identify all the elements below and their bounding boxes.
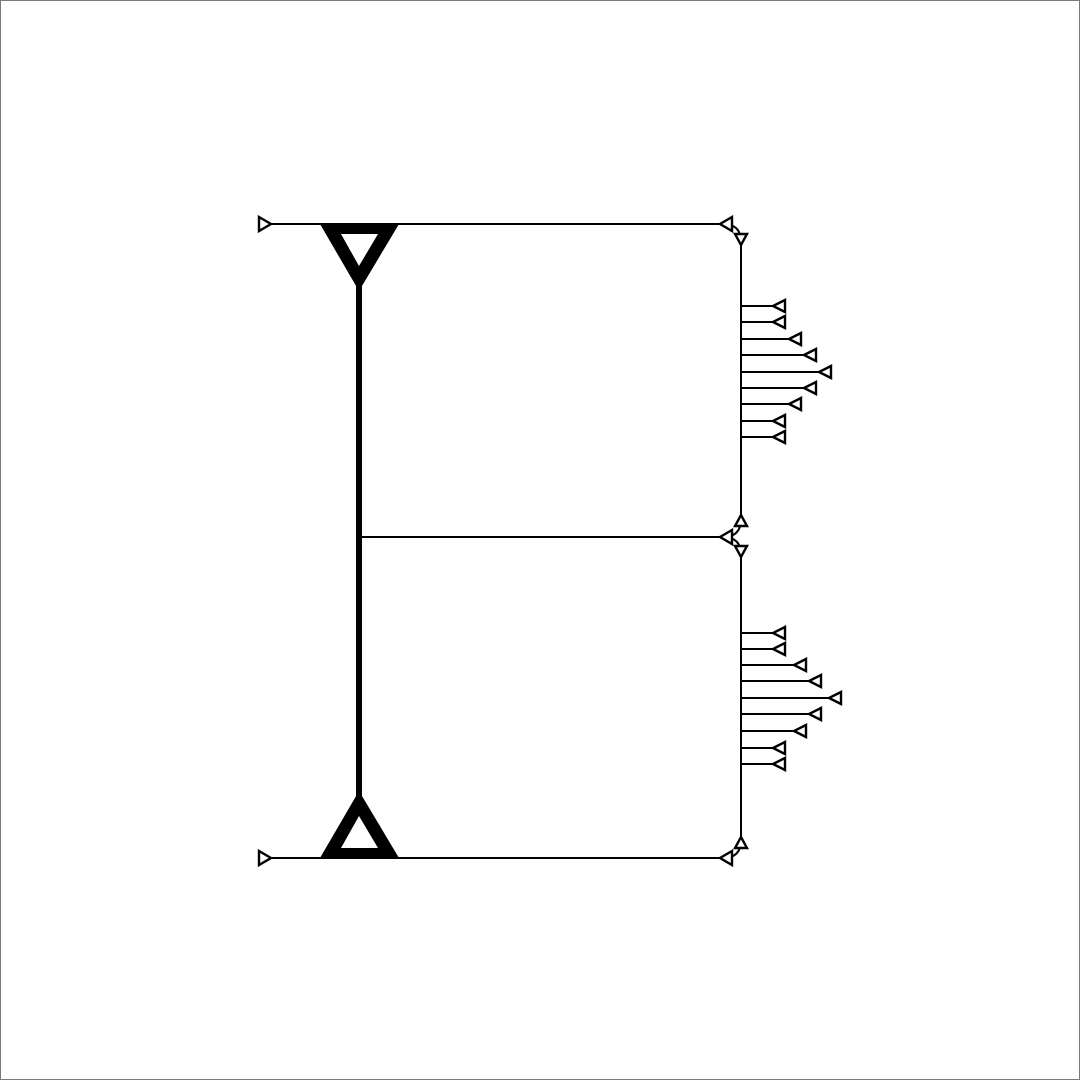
lower-rail-top-marker [732, 544, 750, 560]
stub-marker [791, 657, 808, 673]
bottom-source-triangle [320, 791, 399, 858]
stub-marker [770, 413, 787, 429]
stub-marker [816, 364, 833, 380]
bottom-left-input-marker [257, 848, 274, 868]
top-left-input-marker [257, 214, 274, 234]
stub-marker [791, 723, 808, 739]
stub-marker [801, 347, 818, 363]
upper-branch-stubs [741, 298, 833, 445]
stub-marker [770, 429, 787, 445]
lower-rail-bottom-marker [732, 834, 750, 850]
stub-marker [770, 298, 787, 314]
stub-marker [770, 641, 787, 657]
bottom-right-end-marker [717, 848, 734, 868]
stub-marker [801, 380, 818, 396]
lower-branch-stubs [741, 625, 843, 772]
stub-marker [806, 673, 823, 689]
stub-marker [770, 625, 787, 641]
stub-marker [786, 396, 803, 412]
stub-marker [786, 331, 803, 347]
stub-marker [770, 314, 787, 330]
top-right-end-marker [717, 214, 734, 234]
stub-marker [770, 740, 787, 756]
middle-horizontal-line [359, 518, 742, 556]
stub-marker [770, 756, 787, 772]
top-source-triangle [320, 224, 399, 291]
upper-rail-top-marker [732, 232, 750, 248]
upper-rail-bottom-marker [732, 512, 750, 528]
middle-right-end-marker [717, 527, 734, 547]
stub-marker [806, 706, 823, 722]
stub-marker [826, 690, 843, 706]
